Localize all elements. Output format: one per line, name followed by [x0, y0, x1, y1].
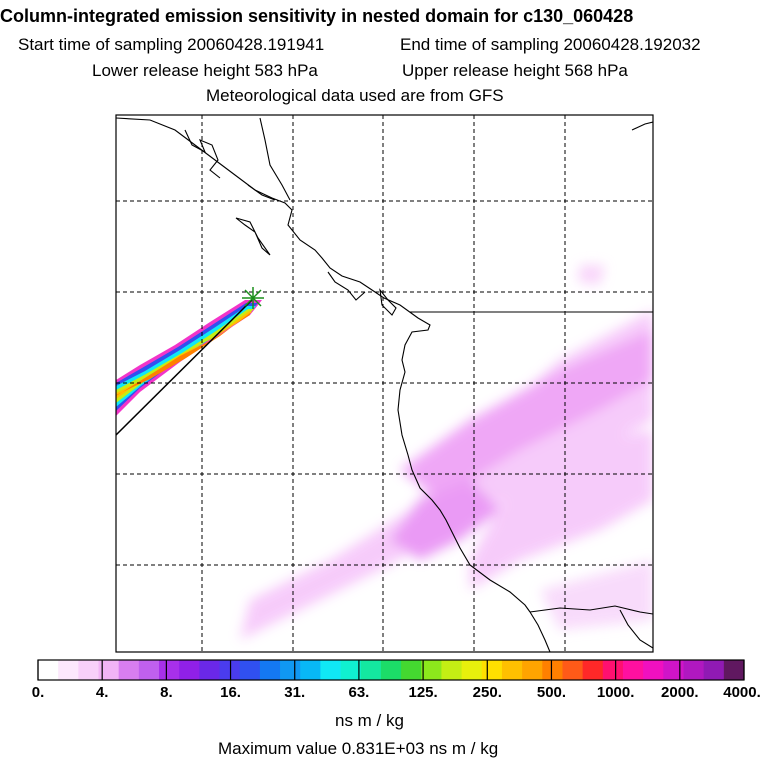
coastline [116, 117, 653, 652]
colorbar-cell [481, 660, 503, 680]
colorbar-tick-label: 16. [220, 684, 241, 701]
colorbar-cell [723, 660, 745, 680]
colorbar-tick-label: 8. [160, 684, 173, 701]
colorbar-cell [602, 660, 624, 680]
map-frame [115, 114, 654, 653]
colorbar-cell [340, 660, 362, 680]
lower-release-label: Lower release height 583 hPa [92, 61, 318, 80]
colorbar-cell [401, 660, 422, 680]
star-icon [242, 287, 264, 309]
colorbar-cell [643, 660, 664, 680]
colorbar-cell [380, 660, 402, 680]
release-line [115, 299, 253, 436]
colorbar-cell [38, 660, 59, 680]
colorbar-cell [159, 660, 180, 680]
met-data-label: Meteorological data used are from GFS [206, 86, 504, 105]
colorbar-frame [37, 659, 745, 681]
map-grid [116, 115, 653, 652]
colorbar-cell [622, 660, 644, 680]
colorbar-tick-label: 1000. [596, 684, 635, 701]
colorbar-cell [58, 660, 79, 680]
figure-title: Column-integrated emission sensitivity i… [0, 6, 634, 26]
colorbar-cell [300, 660, 321, 680]
colorbar-cell [138, 660, 160, 680]
colorbar-cell [98, 660, 120, 680]
colorbar-cell [360, 660, 382, 680]
colorbar-tick-label: 4000. [723, 684, 761, 701]
upper-release-label: Upper release height 568 hPa [402, 61, 628, 80]
max-value-label: Maximum value 0.831E+03 ns m / kg [218, 739, 499, 758]
colorbar-cell [501, 660, 523, 680]
colorbar-cell [78, 660, 100, 680]
colorbar-cell [421, 660, 442, 680]
colorbar-tick-label: 500. [536, 684, 567, 701]
start-time-label: Start time of sampling 20060428.191941 [18, 35, 325, 54]
background-sensitivity [240, 265, 653, 640]
emission-plume [116, 300, 262, 416]
colorbar-cell [239, 660, 261, 680]
colorbar-cell [320, 660, 342, 680]
colorbar-cell [522, 660, 543, 680]
colorbar-cell [683, 660, 705, 680]
colorbar-tick-label: 63. [348, 684, 370, 701]
colorbar-cell [199, 660, 221, 680]
colorbar-tick-label: 31. [284, 684, 306, 701]
colorbar-cell [259, 660, 281, 680]
colorbar-cell [542, 660, 563, 680]
colorbar-tick-label: 125. [408, 684, 438, 701]
colorbar-cell [441, 660, 463, 680]
colorbar [37, 659, 745, 681]
colorbar-tick-label: 250. [472, 684, 502, 701]
units-label: ns m / kg [335, 711, 404, 730]
colorbar-tick-label: 2000. [661, 684, 699, 701]
colorbar-cell [179, 660, 200, 680]
colorbar-cell [663, 660, 684, 680]
colorbar-cell [703, 660, 725, 680]
colorbar-tick-label: 0. [31, 684, 45, 701]
colorbar-cell [582, 660, 604, 680]
colorbar-cell [461, 660, 483, 680]
end-time-label: End time of sampling 20060428.192032 [400, 35, 701, 54]
colorbar-cell [118, 660, 140, 680]
colorbar-tick-label: 4. [95, 684, 109, 701]
sensitivity-field [116, 265, 653, 640]
colorbar-cell [280, 660, 301, 680]
colorbar-cell [562, 660, 584, 680]
colorbar-cell [219, 660, 241, 680]
